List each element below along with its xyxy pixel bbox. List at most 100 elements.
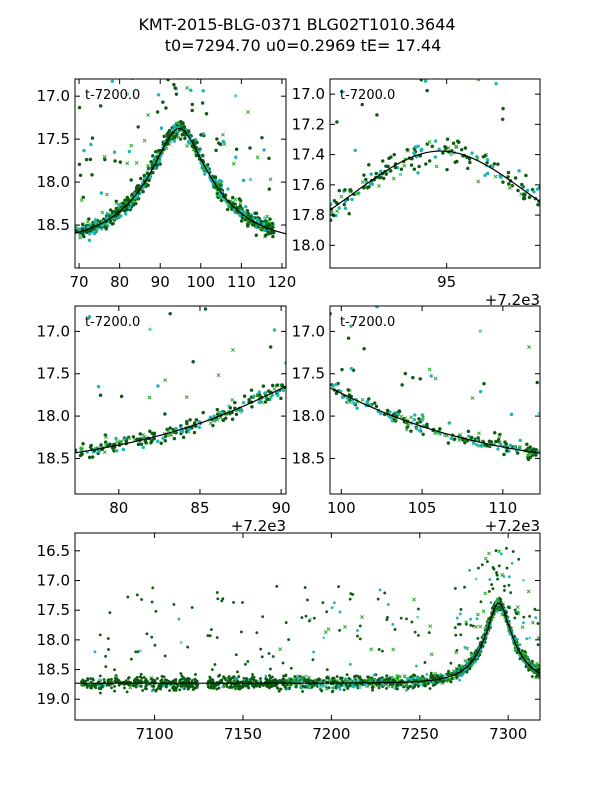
data-point-dark_green bbox=[151, 67, 154, 70]
data-point-dark_green bbox=[223, 64, 226, 67]
data-point-dark_green bbox=[211, 423, 215, 428]
data-point-dark_green bbox=[417, 684, 420, 688]
data-point-dark_green bbox=[249, 214, 253, 219]
data-point-dark_green bbox=[164, 106, 168, 110]
data-point-dark_green bbox=[347, 211, 351, 216]
data-point-cyan bbox=[348, 662, 352, 666]
data-point-green bbox=[238, 206, 243, 211]
data-point-cyan bbox=[404, 688, 408, 692]
data-point-dark_green bbox=[271, 225, 275, 229]
data-point-dark_green bbox=[221, 597, 225, 601]
x-tick-label: 80 bbox=[110, 273, 129, 291]
data-point-cyan bbox=[474, 660, 477, 664]
data-point-cyan bbox=[117, 203, 121, 207]
x-tick-label: 7100 bbox=[135, 725, 173, 743]
data-point-dark_green bbox=[492, 162, 497, 166]
data-point-dark_green bbox=[151, 586, 155, 590]
data-point-cyan bbox=[507, 575, 511, 579]
data-point-cyan bbox=[468, 568, 472, 572]
data-point-dark_green bbox=[485, 560, 489, 564]
data-point-green bbox=[255, 155, 260, 160]
data-point-dark_green bbox=[275, 686, 279, 690]
data-point-cyan bbox=[263, 391, 268, 395]
data-point-light_cyan bbox=[233, 94, 238, 98]
data-point-dark_green bbox=[145, 632, 149, 636]
data-point-dark_green bbox=[102, 678, 106, 682]
data-point-dark_green bbox=[416, 607, 420, 611]
panel-1-zoom-peak: 70 80 90 100 110 120 17.0 17.5 18.0 18.5 t-7200.0 bbox=[37, 64, 296, 291]
panel-3-frame bbox=[74, 305, 287, 495]
data-point-dark_green bbox=[500, 117, 505, 122]
data-point-dark_green bbox=[140, 72, 143, 75]
data-point-cyan bbox=[255, 217, 259, 222]
data-point-cyan bbox=[521, 621, 525, 625]
data-point-green bbox=[166, 428, 171, 433]
data-point-cyan bbox=[219, 410, 224, 415]
data-point-green bbox=[164, 146, 169, 151]
data-point-dark_green bbox=[118, 160, 123, 164]
data-point-dark_green bbox=[523, 192, 527, 197]
data-point-green bbox=[169, 432, 174, 437]
data-point-dark_green bbox=[155, 676, 159, 680]
data-point-dark_green bbox=[106, 678, 110, 682]
data-point-dark_green bbox=[356, 674, 360, 678]
data-point-green bbox=[268, 177, 273, 182]
data-point-green bbox=[474, 624, 479, 629]
data-point-dark_green bbox=[218, 142, 223, 147]
data-point-dark_green bbox=[266, 397, 270, 402]
data-point-cyan bbox=[494, 81, 498, 86]
data-point-dark_green bbox=[98, 633, 102, 637]
data-point-green bbox=[142, 138, 147, 143]
data-point-dark_green bbox=[325, 610, 329, 614]
data-point-cyan bbox=[299, 686, 303, 689]
data-point-dark_green bbox=[110, 210, 115, 214]
data-point-dark_green bbox=[135, 593, 139, 597]
data-point-dark_green bbox=[392, 412, 396, 416]
data-point-dark_green bbox=[459, 633, 463, 637]
data-point-dark_green bbox=[479, 600, 483, 604]
data-point-cyan bbox=[388, 415, 393, 420]
data-point-dark_green bbox=[192, 430, 197, 435]
data-point-dark_green bbox=[403, 371, 408, 376]
data-point-cyan bbox=[449, 436, 453, 441]
data-point-green bbox=[278, 647, 283, 652]
data-point-dark_green bbox=[476, 566, 480, 570]
data-point-dark_green bbox=[159, 441, 163, 445]
data-point-green bbox=[85, 219, 90, 224]
data-point-dark_green bbox=[172, 602, 176, 606]
data-point-dark_green bbox=[347, 684, 351, 688]
data-point-dark_green bbox=[425, 422, 429, 427]
data-point-green bbox=[163, 378, 168, 383]
data-point-cyan bbox=[496, 447, 500, 451]
data-point-dark_green bbox=[304, 614, 308, 618]
data-point-green bbox=[105, 192, 109, 197]
data-point-cyan bbox=[372, 673, 376, 677]
data-point-dark_green bbox=[98, 104, 103, 108]
data-point-cyan bbox=[431, 680, 435, 684]
data-point-cyan bbox=[407, 677, 411, 680]
data-point-dark_green bbox=[201, 410, 205, 415]
data-point-dark_green bbox=[301, 690, 304, 693]
data-point-cyan bbox=[344, 677, 348, 681]
data-point-green bbox=[114, 674, 119, 679]
data-point-dark_green bbox=[106, 637, 110, 640]
data-point-dark_green bbox=[335, 120, 339, 124]
data-point-dark_green bbox=[208, 675, 212, 679]
data-point-dark_green bbox=[454, 633, 458, 637]
data-point-cyan bbox=[509, 412, 514, 417]
data-point-dark_green bbox=[231, 676, 235, 680]
data-point-green bbox=[434, 164, 439, 169]
data-point-dark_green bbox=[405, 147, 409, 152]
data-point-cyan bbox=[331, 384, 335, 388]
data-point-dark_green bbox=[239, 219, 244, 223]
data-point-green bbox=[104, 434, 108, 439]
data-point-green bbox=[225, 676, 230, 681]
data-point-cyan bbox=[197, 425, 202, 429]
panel-2-zoom-top: 95 17.0 17.2 17.4 17.6 17.8 18.0 t-7200.0 +7.2e3 bbox=[292, 78, 541, 309]
data-point-dark_green bbox=[294, 685, 298, 689]
data-point-dark_green bbox=[367, 185, 371, 189]
data-point-cyan bbox=[124, 212, 128, 216]
data-point-green bbox=[391, 176, 396, 181]
data-point-cyan bbox=[257, 400, 262, 405]
data-point-dark_green bbox=[492, 430, 497, 435]
